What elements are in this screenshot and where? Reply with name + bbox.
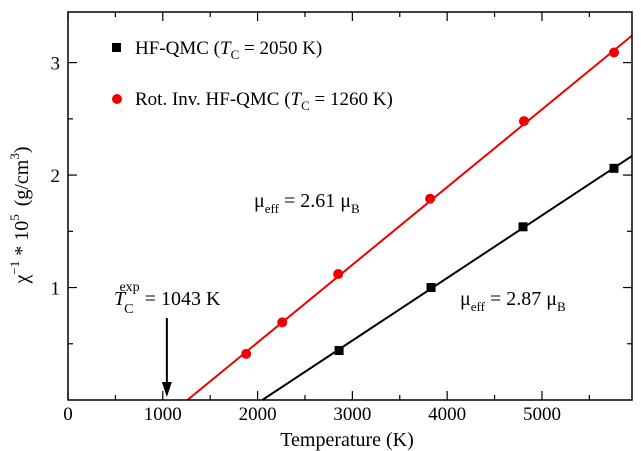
y-axis-label: χ−1 * 105(g/cm3)	[7, 146, 33, 284]
y-tick-label: 3	[51, 54, 61, 75]
data-point-series-0	[609, 163, 619, 173]
y-tick-label: 2	[51, 166, 61, 187]
annotation-mu-eff-red: μeff = 2.61 μB	[254, 190, 360, 216]
legend-marker-rot-inv-hf-qmc	[112, 94, 122, 104]
plot-area: 0 1000 2000 3000 4000 5000 1 2 3	[51, 11, 633, 425]
data-point-series-1	[608, 47, 619, 58]
axes-frame	[67, 11, 633, 401]
legend-label-hf-qmc: HF-QMC (TC = 2050 K)	[135, 38, 322, 62]
data-point-series-0	[426, 283, 436, 293]
tc-arrow-head	[161, 382, 172, 397]
data-point-series-1	[277, 317, 288, 328]
x-tick-label: 1000	[144, 404, 182, 425]
annotation-mu-eff-black: μeff = 2.87 μB	[460, 288, 566, 314]
legend: HF-QMC (TC = 2050 K) Rot. Inv. HF-QMC (T…	[112, 38, 393, 113]
data-point-series-1	[241, 348, 252, 359]
x-axis-label: Temperature (K)	[280, 429, 414, 451]
fit-line-series-1	[186, 34, 632, 400]
legend-label-rot-inv-hf-qmc: Rot. Inv. HF-QMC (TC = 1260 K)	[135, 89, 393, 113]
svg-text:TCexp = 1043 K: TCexp = 1043 K	[114, 280, 221, 317]
legend-marker-hf-qmc	[112, 43, 121, 52]
data-point-series-0	[334, 346, 344, 356]
data-point-series-1	[425, 193, 436, 204]
data-point-series-1	[518, 116, 529, 127]
x-tick-label: 5000	[523, 404, 561, 425]
annotation-tc-exp: TCexp = 1043 K	[114, 280, 221, 397]
data-point-series-0	[518, 222, 528, 232]
x-tick-label: 0	[63, 404, 73, 425]
x-tick-label: 4000	[428, 404, 466, 425]
x-tick-label: 3000	[333, 404, 371, 425]
data-point-series-1	[333, 269, 344, 280]
x-tick-label: 2000	[239, 404, 277, 425]
fit-line-series-0	[261, 155, 632, 400]
y-tick-label: 1	[51, 279, 61, 300]
